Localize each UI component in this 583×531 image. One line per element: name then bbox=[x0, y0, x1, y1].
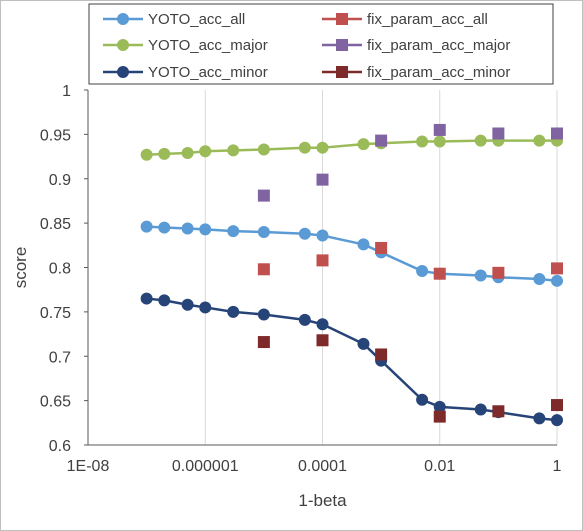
x-tick-label: 0.000001 bbox=[172, 458, 239, 475]
legend-label-yoto-acc-major: YOTO_acc_major bbox=[148, 37, 268, 54]
data-point-yoto-acc-minor bbox=[140, 292, 153, 305]
data-point-yoto-acc-all bbox=[357, 238, 370, 251]
data-point-yoto-acc-minor bbox=[533, 412, 546, 425]
y-tick-labels: 0.6 0.65 0.7 0.75 0.8 0.85 0.9 0.95 1 bbox=[40, 83, 71, 455]
data-point-fix-param-acc-major bbox=[433, 123, 446, 136]
data-point-yoto-acc-minor bbox=[257, 308, 270, 321]
x-axis-title: 1-beta bbox=[298, 491, 347, 510]
y-tick-label: 1 bbox=[62, 83, 71, 100]
data-point-fix-param-acc-major bbox=[257, 189, 270, 202]
data-point-fix-param-acc-all bbox=[433, 267, 446, 280]
data-point-yoto-acc-major bbox=[140, 148, 153, 161]
x-tick-label: 0.01 bbox=[424, 458, 455, 475]
data-point-yoto-acc-minor bbox=[316, 318, 329, 331]
data-point-yoto-acc-all bbox=[158, 221, 171, 234]
data-point-fix-param-acc-minor bbox=[375, 348, 388, 361]
series-line-yoto-acc-major bbox=[146, 139, 557, 157]
legend-marker-fix-param-acc-minor bbox=[336, 66, 348, 78]
legend-label-yoto-acc-minor: YOTO_acc_minor bbox=[148, 64, 268, 81]
y-axis-title: score bbox=[11, 247, 30, 289]
x-tick-label: 0.0001 bbox=[298, 458, 347, 475]
axes bbox=[84, 89, 557, 446]
data-point-yoto-acc-minor bbox=[199, 301, 212, 314]
legend-marker-fix-param-acc-major bbox=[336, 39, 348, 51]
data-point-yoto-acc-major bbox=[257, 143, 270, 156]
data-point-yoto-acc-major bbox=[416, 135, 429, 148]
data-point-yoto-acc-major bbox=[533, 134, 546, 147]
data-point-yoto-acc-major bbox=[227, 144, 240, 157]
series-line-yoto-acc-all bbox=[146, 225, 558, 283]
series-line-yoto-acc-minor bbox=[146, 297, 558, 422]
data-point-yoto-acc-all bbox=[416, 265, 429, 278]
data-point-fix-param-acc-minor bbox=[316, 334, 329, 347]
x-tick-labels: 1E-08 0.000001 0.0001 0.01 1 bbox=[67, 458, 562, 475]
x-tick-label: 1E-08 bbox=[67, 458, 110, 475]
data-point-yoto-acc-all bbox=[474, 269, 487, 282]
data-point-yoto-acc-minor bbox=[158, 294, 171, 307]
series-lines bbox=[146, 139, 558, 422]
data-point-yoto-acc-all bbox=[533, 273, 546, 286]
data-point-yoto-acc-major bbox=[474, 134, 487, 147]
x-tick-label: 1 bbox=[553, 458, 562, 475]
data-point-yoto-acc-minor bbox=[298, 313, 311, 326]
data-point-fix-param-acc-major bbox=[316, 173, 329, 186]
data-point-fix-param-acc-minor bbox=[492, 405, 505, 418]
legend-marker-yoto-acc-minor bbox=[117, 66, 129, 78]
legend-label-fix-param-acc-all: fix_param_acc_all bbox=[367, 11, 488, 28]
data-point-fix-param-acc-all bbox=[551, 262, 563, 275]
y-tick-label: 0.85 bbox=[40, 216, 71, 233]
data-point-yoto-acc-all bbox=[257, 226, 270, 238]
legend-label-fix-param-acc-minor: fix_param_acc_minor bbox=[367, 64, 510, 81]
y-tick-label: 0.7 bbox=[49, 349, 71, 366]
data-point-fix-param-acc-minor bbox=[433, 410, 446, 423]
data-point-fix-param-acc-all bbox=[316, 254, 329, 267]
y-tick-label: 0.75 bbox=[40, 305, 71, 322]
y-tick-label: 0.6 bbox=[49, 438, 71, 455]
data-point-fix-param-acc-minor bbox=[257, 336, 270, 349]
legend-marker-yoto-acc-major bbox=[117, 39, 129, 51]
data-point-yoto-acc-minor bbox=[551, 414, 563, 427]
data-point-fix-param-acc-major bbox=[375, 134, 388, 147]
data-point-yoto-acc-minor bbox=[416, 393, 429, 406]
data-point-yoto-acc-all bbox=[199, 223, 212, 236]
y-tick-label: 0.65 bbox=[40, 394, 71, 411]
data-point-fix-param-acc-major bbox=[492, 127, 505, 140]
data-point-yoto-acc-minor bbox=[474, 403, 487, 416]
data-point-yoto-acc-major bbox=[298, 141, 311, 154]
data-point-yoto-acc-major bbox=[181, 147, 194, 160]
y-tick-label: 0.8 bbox=[49, 261, 71, 278]
legend-box bbox=[88, 3, 554, 85]
legend-label-yoto-acc-all: YOTO_acc_all bbox=[148, 11, 245, 28]
data-point-yoto-acc-minor bbox=[227, 305, 240, 318]
data-point-yoto-acc-all bbox=[227, 225, 240, 238]
data-point-yoto-acc-minor bbox=[357, 337, 370, 350]
data-point-yoto-acc-all bbox=[298, 227, 311, 240]
data-point-fix-param-acc-all bbox=[375, 241, 388, 254]
data-point-yoto-acc-all bbox=[181, 222, 194, 235]
data-point-yoto-acc-major bbox=[433, 135, 446, 148]
y-tick-label: 0.9 bbox=[49, 172, 71, 189]
data-point-fix-param-acc-all bbox=[492, 266, 505, 279]
data-point-yoto-acc-major bbox=[357, 138, 370, 151]
data-point-fix-param-acc-major bbox=[551, 127, 563, 140]
legend-label-fix-param-acc-major: fix_param_acc_major bbox=[367, 37, 510, 54]
data-point-fix-param-acc-minor bbox=[551, 399, 563, 412]
y-tick-label: 0.95 bbox=[40, 127, 71, 144]
data-point-yoto-acc-major bbox=[199, 145, 212, 158]
data-point-yoto-acc-major bbox=[316, 141, 329, 154]
data-point-yoto-acc-major bbox=[158, 147, 171, 160]
data-point-fix-param-acc-all bbox=[257, 263, 270, 276]
legend-marker-yoto-acc-all bbox=[117, 13, 129, 25]
series-markers bbox=[140, 123, 563, 427]
data-point-yoto-acc-all bbox=[316, 229, 329, 242]
data-point-yoto-acc-all bbox=[551, 274, 563, 287]
legend-marker-fix-param-acc-all bbox=[336, 13, 348, 25]
data-point-yoto-acc-all bbox=[140, 220, 153, 233]
legend: YOTO_acc_all YOTO_acc_major YOTO_acc_minor… bbox=[88, 3, 554, 85]
data-point-yoto-acc-minor bbox=[181, 298, 194, 311]
